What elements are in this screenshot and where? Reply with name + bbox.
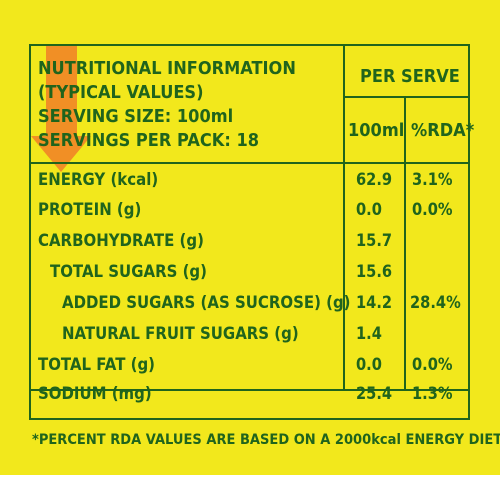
column-100ml-heading: 100ml: [348, 120, 405, 141]
row-rda-energy: 3.1%: [412, 170, 453, 190]
row-value-energy: 62.9: [356, 170, 393, 190]
row-value-added-sugars: 14.2: [356, 293, 393, 313]
row-label-sodium: SODIUM (mg): [38, 384, 152, 404]
footer-divider: [29, 389, 470, 391]
nutrition-label: NUTRITIONAL INFORMATION (TYPICAL VALUES)…: [0, 0, 500, 475]
column-divider-right: [404, 96, 406, 390]
column-rda-heading: %RDA*: [411, 120, 475, 141]
row-rda-protein: 0.0%: [412, 200, 453, 220]
row-rda-total-fat: 0.0%: [412, 355, 453, 375]
row-value-total-sugars: 15.6: [356, 262, 393, 282]
row-label-total-sugars: TOTAL SUGARS (g): [50, 262, 207, 282]
row-value-carbohydrate: 15.7: [356, 231, 393, 251]
row-label-added-sugars: ADDED SUGARS (AS SUCROSE) (g): [62, 293, 351, 313]
row-value-total-fat: 0.0: [356, 355, 382, 375]
per-serve-heading: PER SERVE: [360, 66, 460, 87]
column-divider-left: [343, 44, 345, 390]
serving-size: SERVING SIZE: 100ml: [38, 106, 234, 127]
row-rda-added-sugars: 28.4%: [410, 293, 461, 313]
down-arrow-icon: [31, 46, 91, 172]
row-value-protein: 0.0: [356, 200, 382, 220]
row-label-natural-fruit-sugars: NATURAL FRUIT SUGARS (g): [62, 324, 299, 344]
row-label-carbohydrate: CARBOHYDRATE (g): [38, 231, 204, 251]
row-label-protein: PROTEIN (g): [38, 200, 142, 220]
row-rda-sodium: 1.3%: [412, 384, 453, 404]
per-serve-divider: [343, 96, 470, 98]
row-value-sodium: 25.4: [356, 384, 393, 404]
header-divider: [29, 162, 470, 164]
header-subtitle: (TYPICAL VALUES): [38, 82, 204, 103]
nutrition-table-frame: [29, 44, 470, 420]
row-label-energy: ENERGY (kcal): [38, 170, 159, 190]
rda-footnote: *PERCENT RDA VALUES ARE BASED ON A 2000k…: [32, 432, 500, 448]
row-value-natural-fruit-sugars: 1.4: [356, 324, 382, 344]
header-title: NUTRITIONAL INFORMATION: [38, 58, 296, 79]
servings-per-pack: SERVINGS PER PACK: 18: [38, 130, 260, 151]
row-label-total-fat: TOTAL FAT (g): [38, 355, 156, 375]
